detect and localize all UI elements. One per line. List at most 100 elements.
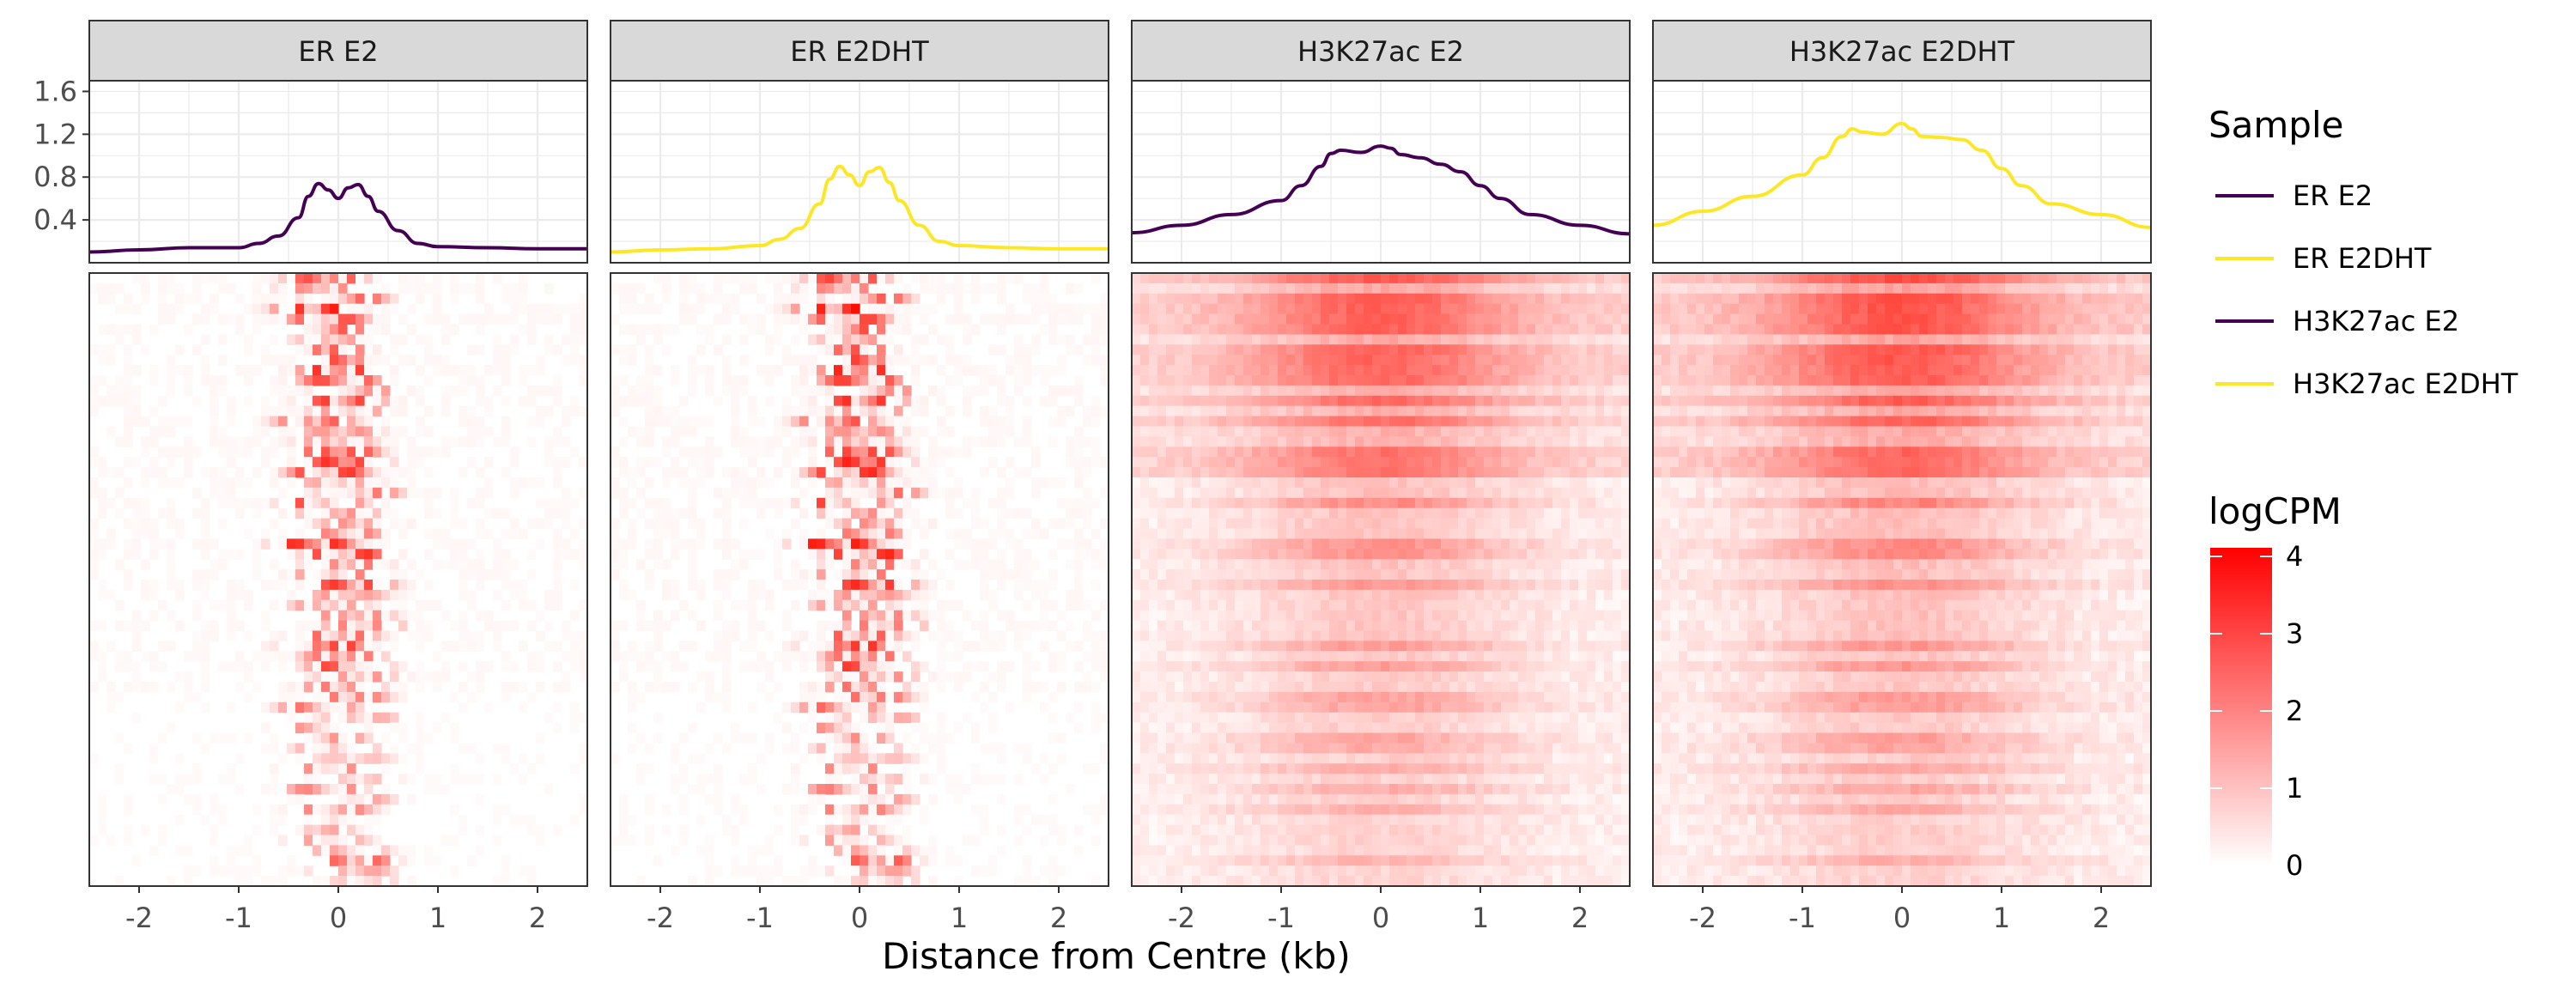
heatmap-cell [662,446,671,458]
heatmap-cell [1552,416,1562,428]
heatmap-cell [739,426,749,437]
heatmap-cell [132,273,142,284]
heatmap-cell [252,282,262,295]
heatmap-cell [662,344,671,355]
heatmap-cell [338,855,348,866]
heatmap-cell [662,589,671,601]
heatmap-cell [398,691,408,703]
heatmap-cell [1355,293,1364,305]
heatmap-cell [364,446,374,458]
heatmap-cell [1510,375,1519,386]
heatmap-cell [338,282,348,295]
heatmap-cell [390,876,399,887]
heatmap-cell [774,334,783,345]
heatmap-cell [842,835,852,846]
heatmap-cell [484,405,494,417]
heatmap-cell [1252,467,1261,478]
heatmap-cell [1372,507,1382,519]
heatmap-cell [321,365,331,376]
heatmap-cell [287,477,296,489]
heatmap-cell [270,743,279,754]
heatmap-cell [1132,324,1141,335]
heatmap-cell [579,651,588,662]
heatmap-cell [1544,324,1553,335]
heatmap-cell [501,753,511,764]
heatmap-cell [748,549,757,560]
heatmap-cell [997,497,1006,509]
heatmap-cell [928,457,938,468]
heatmap-cell [645,426,654,437]
heatmap-cell [1475,405,1485,417]
heatmap-cell [467,344,477,355]
heatmap-cell [536,405,545,417]
heatmap-cell [653,416,663,428]
heatmap-cell [227,630,236,641]
heatmap-cell [825,589,835,601]
heatmap-cell [860,855,869,866]
heatmap-cell [1312,405,1321,417]
heatmap-cell [1492,405,1502,417]
heatmap-cell [954,446,963,458]
heatmap-cell [782,446,792,458]
heatmap-cell [364,691,374,703]
heatmap-cell [98,375,107,386]
heatmap-cell [338,743,348,754]
heatmap-cell [149,661,159,672]
heatmap-cell [885,487,895,499]
heatmap-cell [433,293,442,305]
heatmap-cell [645,518,654,530]
heatmap-cell [688,426,697,437]
heatmap-cell [1040,610,1049,622]
heatmap-cell [1057,334,1066,345]
heatmap-cell [364,405,374,417]
heatmap-cell [304,620,313,632]
heatmap-cell [1175,355,1184,366]
heatmap-cell [321,293,331,305]
heatmap-cell [398,282,408,295]
heatmap-cell [1613,355,1622,366]
heatmap-cell [321,355,331,366]
heatmap-cell [1166,518,1176,530]
heatmap-cell [519,814,528,826]
heatmap-cell [877,691,886,703]
heatmap-cell [373,743,382,754]
heatmap-cell [1467,303,1476,315]
heatmap-cell [782,293,792,305]
heatmap-cell [1458,416,1467,428]
heatmap-cell [313,303,322,315]
heatmap-cell [1484,518,1493,530]
heatmap-cell [398,753,408,764]
heatmap-cell [799,569,809,580]
heatmap-cell [945,467,955,478]
heatmap-cell [825,477,835,489]
heatmap-cell [579,405,588,417]
heatmap-cell [799,701,809,714]
heatmap-cell [1535,477,1545,489]
heatmap-cell [1100,313,1109,325]
heatmap-cell [722,620,732,632]
heatmap-cell [1074,477,1084,489]
heatmap-cell [501,355,511,366]
heatmap-cell [124,518,133,530]
heatmap-cell [1057,313,1066,325]
heatmap-cell [407,518,416,530]
heatmap-cell [765,303,775,315]
heatmap-cell [1014,559,1024,570]
heatmap-cell [860,538,869,550]
heatmap-cell [1074,467,1084,478]
heatmap-cell [330,416,339,428]
heatmap-cell [1166,405,1176,417]
heatmap-cell [1243,446,1253,458]
heatmap-cell [731,293,740,305]
heatmap-cell [1346,395,1356,407]
heatmap-cell [920,701,929,714]
heatmap-cell [1613,313,1622,325]
heatmap-cell [287,426,296,437]
heatmap-cell [278,365,288,376]
heatmap-cell [1406,405,1416,417]
heatmap-cell [321,835,331,846]
heatmap-cell [1218,497,1227,509]
heatmap-cell [1243,487,1253,499]
heatmap-cell [347,487,356,499]
heatmap-cell [1074,549,1084,560]
